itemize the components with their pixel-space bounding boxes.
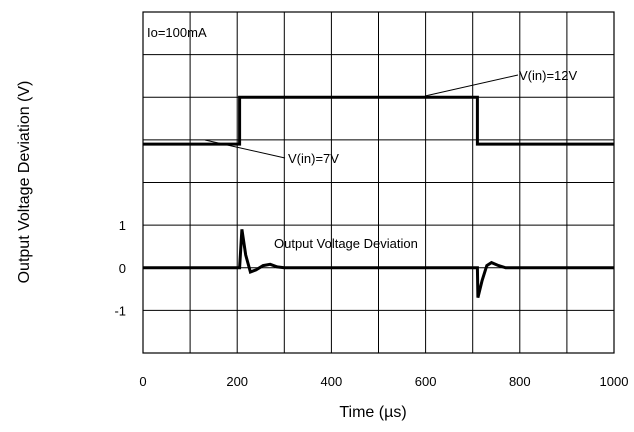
x-tick-label: 1000 [600,374,629,389]
input-low-annotation: V(in)=7V [288,151,339,166]
series-line-output-deviation [143,229,614,298]
y-tick-label: 0 [119,261,126,276]
y-tick-label: 1 [119,218,126,233]
x-tick-label: 0 [139,374,146,389]
x-tick-label: 400 [321,374,343,389]
x-tick-label: 600 [415,374,437,389]
y-axis-title: Output Voltage Deviation (V) [16,81,33,284]
x-axis-title: Time (µs) [339,404,406,421]
grid [142,11,615,354]
x-tick-label: 200 [226,374,248,389]
y-tick-label: -1 [114,303,126,318]
condition-label: Io=100mA [147,25,207,40]
input-low-leader [204,139,286,159]
output-annotation: Output Voltage Deviation [274,236,418,251]
x-tick-label: 800 [509,374,531,389]
input-high-leader [424,74,519,97]
input-high-annotation: V(in)=12V [519,68,577,83]
tick-labels: 0 200 400 600 800 1000 -1 0 1 [114,218,628,389]
